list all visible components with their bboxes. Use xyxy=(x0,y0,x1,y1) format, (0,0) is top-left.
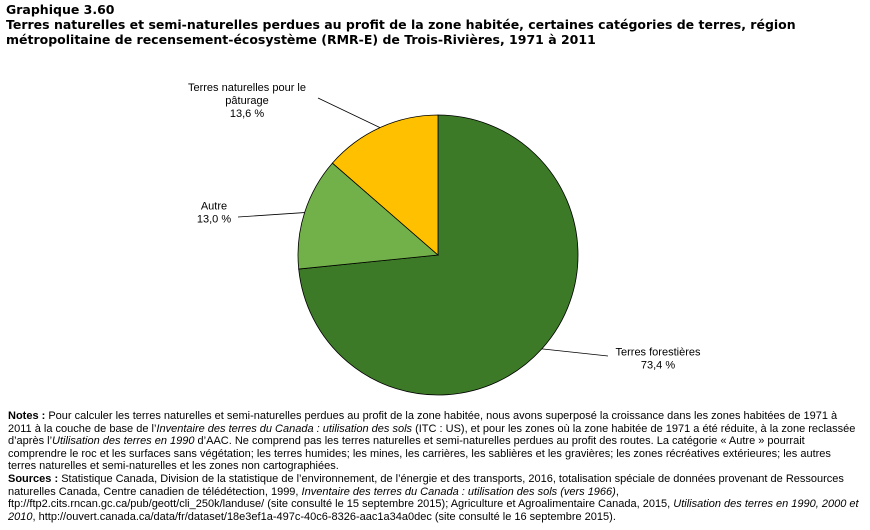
notes-block: Notes : Pour calculer les terres naturel… xyxy=(8,410,860,523)
sources-text: Statistique Canada, Division de la stati… xyxy=(8,472,844,498)
slice-value-label: 73,4 % xyxy=(641,360,675,372)
chart-title: Terres naturelles et semi-naturelles per… xyxy=(6,17,796,47)
slice-category-label: Autre xyxy=(201,201,227,213)
notes-text-2: (ITC : US), et pour les zones où la zone… xyxy=(8,422,856,448)
slice-value-label: 13,6 % xyxy=(230,108,264,120)
pie-slices xyxy=(297,114,579,396)
pie-slice xyxy=(331,114,439,256)
sources-text-3: , http://ouvert.canada.ca/data/fr/datase… xyxy=(32,510,616,523)
leader-line xyxy=(237,212,305,218)
slice-category-label: Terres naturelles pour le xyxy=(188,82,306,94)
sources-italic-title-1: Inventaire des terres du Canada : utilis… xyxy=(301,485,616,498)
leader-line xyxy=(317,97,381,128)
chart-number: Graphique 3.60 xyxy=(6,2,115,17)
slice-category-label: pâturage xyxy=(225,95,268,107)
leader-lines xyxy=(237,97,609,357)
leader-line xyxy=(541,348,609,357)
notes-label: Notes : xyxy=(8,410,46,422)
sources-paragraph: Sources : Statistique Canada, Division d… xyxy=(8,473,860,523)
sources-text-2: , ftp://ftp2.cits.rncan.gc.ca/pub/geott/… xyxy=(8,485,674,511)
notes-italic-title-1: Inventaire des terres du Canada : utilis… xyxy=(156,422,413,435)
slice-category-label: Terres forestières xyxy=(616,347,701,359)
notes-text: Pour calculer les terres naturelles et s… xyxy=(8,410,838,435)
notes-italic-title-2: Utilisation des terres en 1990 xyxy=(52,435,195,448)
slice-value-label: 13,0 % xyxy=(197,214,231,226)
notes-text-3: d’AAC. Ne comprend pas les terres nature… xyxy=(8,435,831,473)
notes-paragraph: Notes : Pour calculer les terres naturel… xyxy=(8,410,860,473)
sources-label: Sources : xyxy=(8,472,59,485)
chart-header: Graphique 3.60 Terres naturelles et semi… xyxy=(6,2,856,47)
pie-slice xyxy=(297,162,439,270)
sources-italic-title-2: Utilisation des terres en 1990, 2000 et … xyxy=(8,498,859,523)
